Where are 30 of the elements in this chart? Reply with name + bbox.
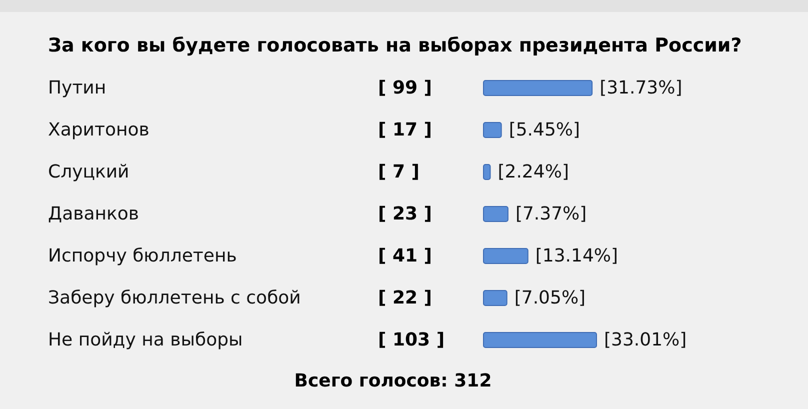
data-label: [2.24%]	[498, 162, 569, 182]
chart-title: За кого вы будете голосовать на выборах президента России?	[48, 34, 742, 56]
bar	[483, 248, 528, 264]
data-label: [33.01%]	[604, 330, 687, 350]
y2-tick-label: [ 23 ]	[378, 204, 432, 224]
data-label: [31.73%]	[600, 78, 682, 98]
data-label: [7.05%]	[514, 288, 586, 308]
y2-tick-label: [ 103 ]	[378, 330, 445, 350]
y-tick-label: Слуцкий	[48, 162, 130, 182]
y2-tick-label: [ 99 ]	[378, 78, 432, 98]
y2-tick-label: [ 7 ]	[378, 162, 420, 182]
data-label: [13.14%]	[535, 246, 618, 266]
y2-tick-label: [ 17 ]	[378, 120, 432, 140]
bar	[483, 206, 508, 222]
data-label: [5.45%]	[508, 120, 580, 140]
bar	[483, 80, 593, 96]
y-tick-label: Путин	[48, 78, 106, 98]
bar	[483, 332, 597, 348]
y2-tick-label: [ 22 ]	[378, 288, 432, 308]
data-label: [7.37%]	[515, 204, 587, 224]
y-tick-label: Не пойду на выборы	[48, 330, 243, 350]
bar	[483, 164, 491, 180]
y-tick-label: Испорчу бюллетень	[48, 246, 237, 266]
y-tick-label: Даванков	[48, 204, 139, 224]
y2-tick-label: [ 41 ]	[378, 246, 432, 266]
y-tick-label: Харитонов	[48, 120, 150, 140]
y-tick-label: Заберу бюллетень с собой	[48, 288, 301, 308]
bar	[483, 122, 502, 138]
text: Всего голосов: 312	[294, 370, 492, 392]
bar	[483, 290, 508, 306]
